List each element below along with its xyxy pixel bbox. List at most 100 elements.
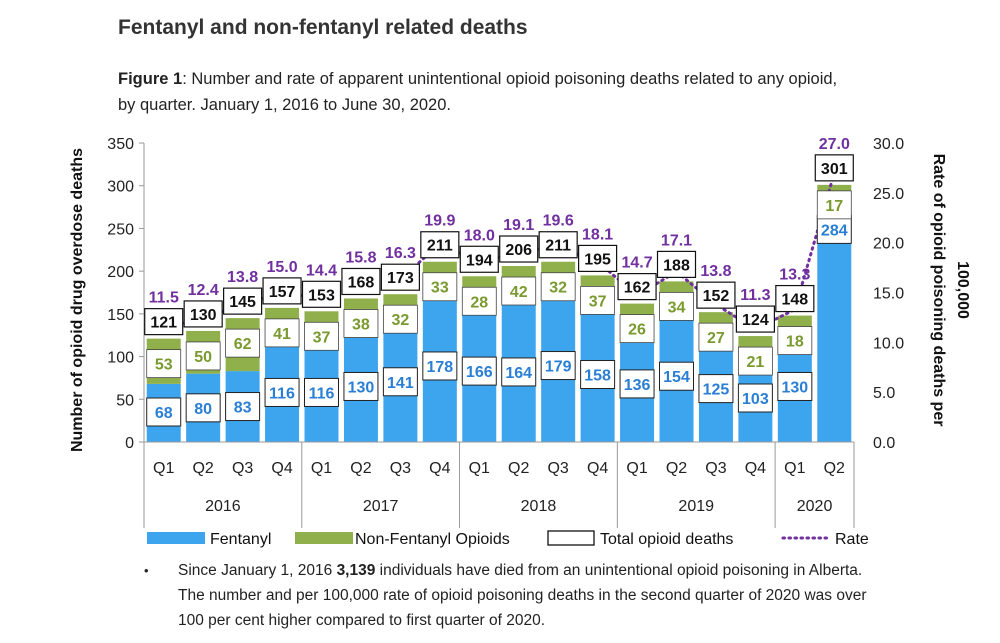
y2-tick-label: 20.0 xyxy=(873,236,904,253)
rate-value-label: 18.1 xyxy=(582,226,613,243)
non-fentanyl-label-box xyxy=(698,322,734,352)
total-value-label: 121 xyxy=(150,315,177,332)
fentanyl-label-box xyxy=(580,360,616,390)
total-label-box xyxy=(656,250,697,278)
y2-tick-label: 5.0 xyxy=(873,385,895,402)
fentanyl-value-label: 116 xyxy=(309,385,335,402)
fentanyl-label-box xyxy=(146,397,182,427)
y2-tick-label: 15.0 xyxy=(873,286,904,303)
quarter-tick-label: Q2 xyxy=(350,460,371,477)
y2-tick-label: 10.0 xyxy=(873,335,904,352)
legend-label: Non-Fentanyl Opioids xyxy=(355,531,510,548)
non-fentanyl-value-label: 41 xyxy=(273,326,291,343)
total-value-label: 162 xyxy=(624,280,651,297)
total-label-box xyxy=(538,231,578,259)
total-value-label: 124 xyxy=(742,312,769,329)
summary-note-post: individuals have died from an unintentio… xyxy=(178,562,867,629)
total-label-box xyxy=(262,277,302,305)
total-value-label: 130 xyxy=(190,307,217,324)
rate-value-label: 27.0 xyxy=(819,136,850,153)
non-fentanyl-label-box xyxy=(264,318,300,348)
non-fentanyl-value-label: 42 xyxy=(510,284,528,301)
year-label: 2020 xyxy=(797,498,833,515)
figure-label: Figure 1 xyxy=(118,70,183,88)
total-label-box xyxy=(735,305,775,333)
rate-value-label: 18.0 xyxy=(464,227,495,244)
total-label-box xyxy=(499,235,539,263)
non-fentanyl-label-box xyxy=(225,328,261,358)
fentanyl-label-box xyxy=(382,367,418,397)
rate-value-label: 12.4 xyxy=(188,282,219,299)
bullet-icon: • xyxy=(144,563,149,578)
fentanyl-value-label: 125 xyxy=(703,382,730,399)
non-fentanyl-label-box xyxy=(619,314,655,344)
rate-value-label: 19.6 xyxy=(543,213,574,230)
year-label: 2018 xyxy=(521,498,557,515)
fentanyl-value-label: 80 xyxy=(194,401,212,418)
rate-value-label: 19.9 xyxy=(424,213,455,230)
rate-value-label: 11.5 xyxy=(149,290,179,307)
total-value-label: 211 xyxy=(427,238,453,255)
non-fentanyl-label-box xyxy=(737,346,773,376)
fentanyl-label-box xyxy=(698,374,734,404)
fentanyl-value-label: 179 xyxy=(545,359,572,376)
non-fentanyl-label-box xyxy=(777,326,813,355)
non-fentanyl-value-label: 37 xyxy=(589,293,607,310)
total-label-box xyxy=(814,154,854,182)
non-fentanyl-label-box xyxy=(816,190,852,220)
y-tick-label: 200 xyxy=(107,264,134,281)
rate-value-label: 14.4 xyxy=(306,262,337,279)
non-fentanyl-value-label: 26 xyxy=(628,322,646,339)
legend-label: Fentanyl xyxy=(210,531,271,548)
total-label-box xyxy=(144,308,184,336)
non-fentanyl-label-box xyxy=(659,291,694,321)
y-axis-title: Number of opioid drug overdose deaths xyxy=(69,148,86,452)
quarter-tick-label: Q1 xyxy=(153,460,174,477)
non-fentanyl-label-box xyxy=(304,321,339,351)
fentanyl-value-label: 284 xyxy=(821,222,848,239)
rate-value-label: 15.0 xyxy=(266,259,297,276)
total-value-label: 157 xyxy=(269,284,296,301)
fentanyl-value-label: 103 xyxy=(742,391,769,408)
fentanyl-label-box xyxy=(619,369,655,399)
quarter-tick-label: Q1 xyxy=(311,460,332,477)
y-tick-label: 50 xyxy=(116,392,134,409)
total-label-box xyxy=(341,267,381,296)
non-fentanyl-value-label: 38 xyxy=(352,316,370,333)
fentanyl-label-box xyxy=(185,393,221,423)
non-fentanyl-label-box xyxy=(540,272,576,302)
y-tick-label: 350 xyxy=(107,136,134,153)
non-fentanyl-label-box xyxy=(501,276,537,306)
quarter-tick-label: Q3 xyxy=(232,460,253,477)
non-fentanyl-value-label: 50 xyxy=(194,349,212,366)
total-deaths-count: 3,139 xyxy=(336,562,376,579)
total-value-label: 301 xyxy=(821,161,848,178)
fentanyl-value-label: 130 xyxy=(781,379,808,396)
year-label: 2019 xyxy=(678,498,714,515)
y2-tick-label: 0.0 xyxy=(873,435,895,452)
y-tick-label: 100 xyxy=(107,350,134,367)
legend-label: Rate xyxy=(835,531,869,548)
quarter-tick-label: Q1 xyxy=(469,460,490,477)
non-fentanyl-label-box xyxy=(461,286,497,316)
non-fentanyl-value-label: 33 xyxy=(431,280,449,297)
legend-swatch xyxy=(547,530,595,546)
quarter-tick-label: Q3 xyxy=(547,460,568,477)
non-fentanyl-label-box xyxy=(382,304,418,334)
summary-note-pre: Since January 1, 2016 xyxy=(178,562,337,579)
fentanyl-label-box xyxy=(659,361,694,391)
quarter-tick-label: Q2 xyxy=(192,460,213,477)
fentanyl-value-label: 136 xyxy=(624,377,651,394)
total-label-box xyxy=(380,263,420,291)
y-tick-label: 300 xyxy=(107,179,134,196)
year-label: 2017 xyxy=(363,498,399,515)
fentanyl-label-box xyxy=(737,383,773,413)
fentanyl-value-label: 130 xyxy=(348,379,375,396)
summary-note: • Since January 1, 2016 3,139 individual… xyxy=(144,558,890,633)
total-label-box xyxy=(696,281,736,309)
legend-label: Total opioid deaths xyxy=(600,531,733,548)
total-value-label: 153 xyxy=(308,287,335,304)
total-label-box xyxy=(301,280,342,308)
fentanyl-value-label: 141 xyxy=(387,375,414,392)
rate-value-label: 16.3 xyxy=(385,245,416,262)
